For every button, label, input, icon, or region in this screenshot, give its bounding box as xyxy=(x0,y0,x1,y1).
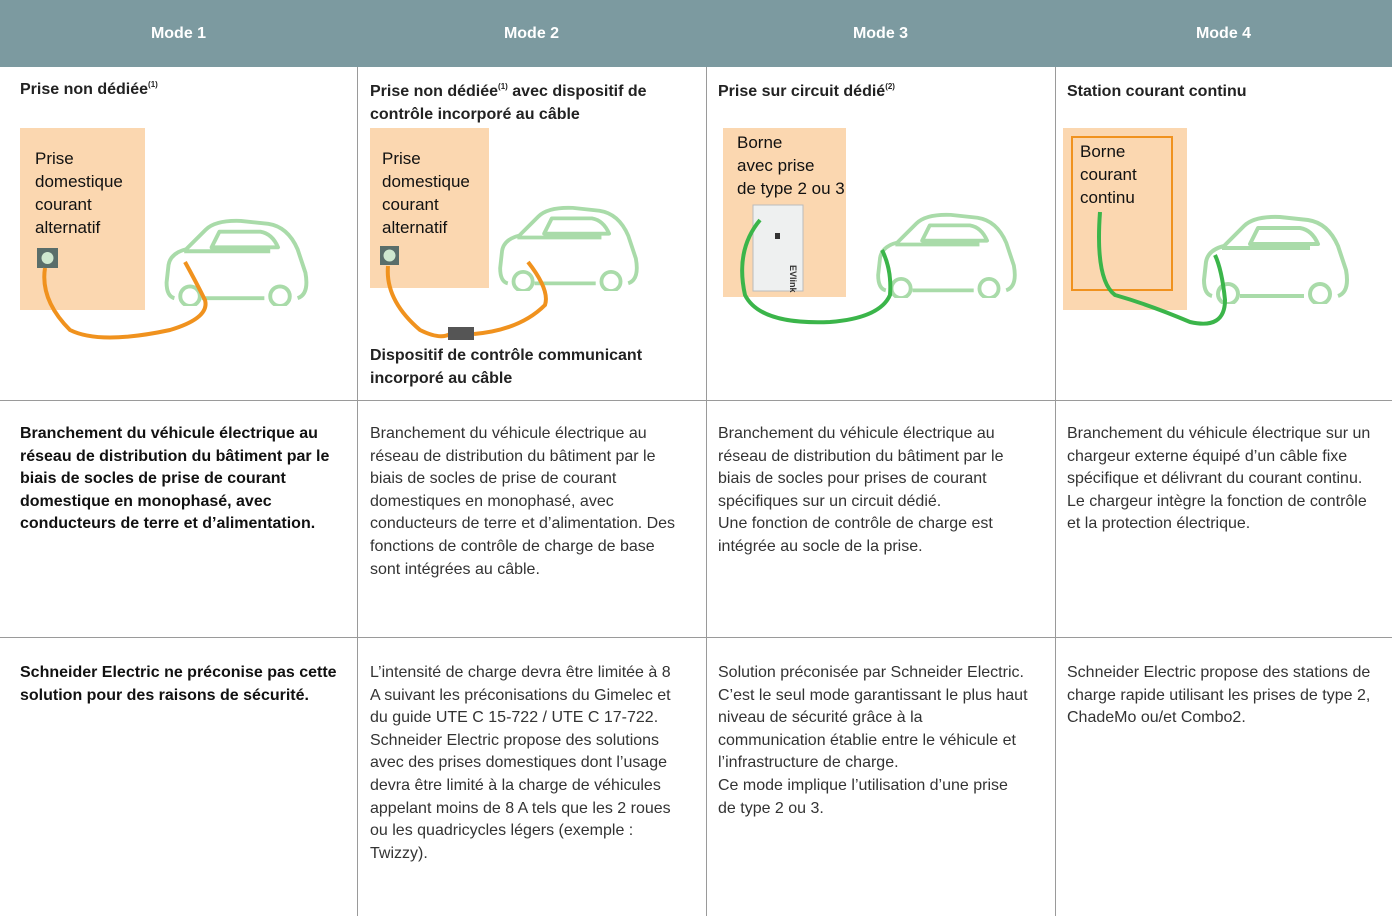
control-box xyxy=(448,327,474,340)
cable xyxy=(42,261,208,340)
footnote-mark: (1) xyxy=(498,82,508,91)
evlink-device xyxy=(752,204,804,292)
cell-title: Prise sur circuit dédié(2) xyxy=(718,80,1038,103)
box-line: avec prise xyxy=(737,156,815,175)
header-cell: Mode 4 xyxy=(1195,25,1252,42)
cell-title: Prise non dédiée(1) xyxy=(20,78,340,101)
paragraph: Branchement du véhicule électrique au ré… xyxy=(718,425,1004,510)
box-line: de type 2 ou 3 xyxy=(737,179,845,198)
evlink-device xyxy=(775,233,780,239)
title-text: avec dispositif de contrôle incorporé au… xyxy=(370,83,647,123)
box-line: domestique xyxy=(382,172,470,191)
header-cell: Mode 3 xyxy=(852,25,909,42)
paragraph: Le chargeur intègre la fonction de contr… xyxy=(1067,492,1367,533)
socket-icon xyxy=(41,252,54,264)
illustrations: EVlink xyxy=(37,136,1392,340)
cell-title: Station courant continu xyxy=(1067,83,1247,100)
box-line: continu xyxy=(1080,188,1135,207)
title-text: Prise sur circuit dédié xyxy=(718,83,886,100)
box-text: Borne courant continu xyxy=(1080,140,1137,209)
row-divider xyxy=(0,400,1392,401)
box-line: alternatif xyxy=(35,218,101,237)
header-cell: Mode 1 xyxy=(150,25,207,42)
row-divider xyxy=(0,637,1392,638)
header-bar xyxy=(0,0,1392,67)
terminal-outline xyxy=(1071,136,1173,291)
box-text: Borne avec prise de type 2 ou 3 xyxy=(737,131,845,200)
paragraph: Branchement du véhicule électrique sur u… xyxy=(1067,425,1371,488)
cell: L’intensité de charge devra être limitée… xyxy=(370,662,682,865)
caption: Dispositif de contrôle communicant incor… xyxy=(370,347,643,387)
cable xyxy=(1097,211,1228,326)
paragraph: Branchement du véhicule électrique au ré… xyxy=(20,425,330,533)
cell: Branchement du véhicule électrique au ré… xyxy=(370,423,682,581)
socket-icon xyxy=(383,249,396,262)
box-line: Borne xyxy=(737,133,783,152)
paragraph: Schneider Electric ne préconise pas cett… xyxy=(20,664,337,704)
box-text: Prise domestique courant alternatif xyxy=(382,147,470,239)
cell: Schneider Electric ne préconise pas cett… xyxy=(20,662,342,707)
title-text: Prise non dédiée xyxy=(370,83,499,100)
box-line: courant xyxy=(1080,165,1137,184)
box-line: alternatif xyxy=(382,218,448,237)
cell-title: Prise non dédiée(1) avec dispositif de c… xyxy=(370,80,690,126)
paragraph: L’intensité de charge devra être limitée… xyxy=(370,664,671,862)
socket-box xyxy=(20,128,145,310)
footnote-mark: (1) xyxy=(148,80,158,89)
paragraph: Schneider Electric propose des stations … xyxy=(1067,664,1371,727)
column-divider xyxy=(357,67,358,916)
car-outline xyxy=(878,215,1015,298)
box-line: Borne xyxy=(1080,142,1126,161)
paragraph: Solution préconisée par Schneider Electr… xyxy=(718,664,1028,772)
paragraph: Une fonction de contrôle de charge est i… xyxy=(718,515,993,555)
box-line: Prise xyxy=(382,149,421,168)
box-text: Prise domestique courant alternatif xyxy=(35,147,123,239)
cell: Branchement du véhicule électrique sur u… xyxy=(1067,423,1379,536)
title-text: Prise non dédiée xyxy=(20,81,149,98)
car-outline xyxy=(498,205,639,291)
box-line: Prise xyxy=(35,149,74,168)
box-line: courant xyxy=(35,195,92,214)
device-label: EVlink xyxy=(788,265,798,294)
header-cell: Mode 2 xyxy=(503,25,560,42)
cable xyxy=(385,260,548,339)
box-line: domestique xyxy=(35,172,123,191)
cable xyxy=(740,218,893,325)
paragraph: Branchement du véhicule électrique au ré… xyxy=(370,425,676,578)
cell: Schneider Electric propose des stations … xyxy=(1067,662,1379,730)
box-line: courant xyxy=(382,195,439,214)
footnote-mark: (2) xyxy=(885,82,895,91)
cell: Branchement du véhicule électrique au ré… xyxy=(20,423,342,536)
column-divider xyxy=(706,67,707,916)
column-divider xyxy=(1055,67,1056,916)
paragraph: Ce mode implique l’utilisation d’une pri… xyxy=(718,776,1008,817)
cell: Solution préconisée par Schneider Electr… xyxy=(718,662,1030,820)
cell: Branchement du véhicule électrique au ré… xyxy=(718,423,1030,559)
terminal-box xyxy=(1063,128,1187,310)
